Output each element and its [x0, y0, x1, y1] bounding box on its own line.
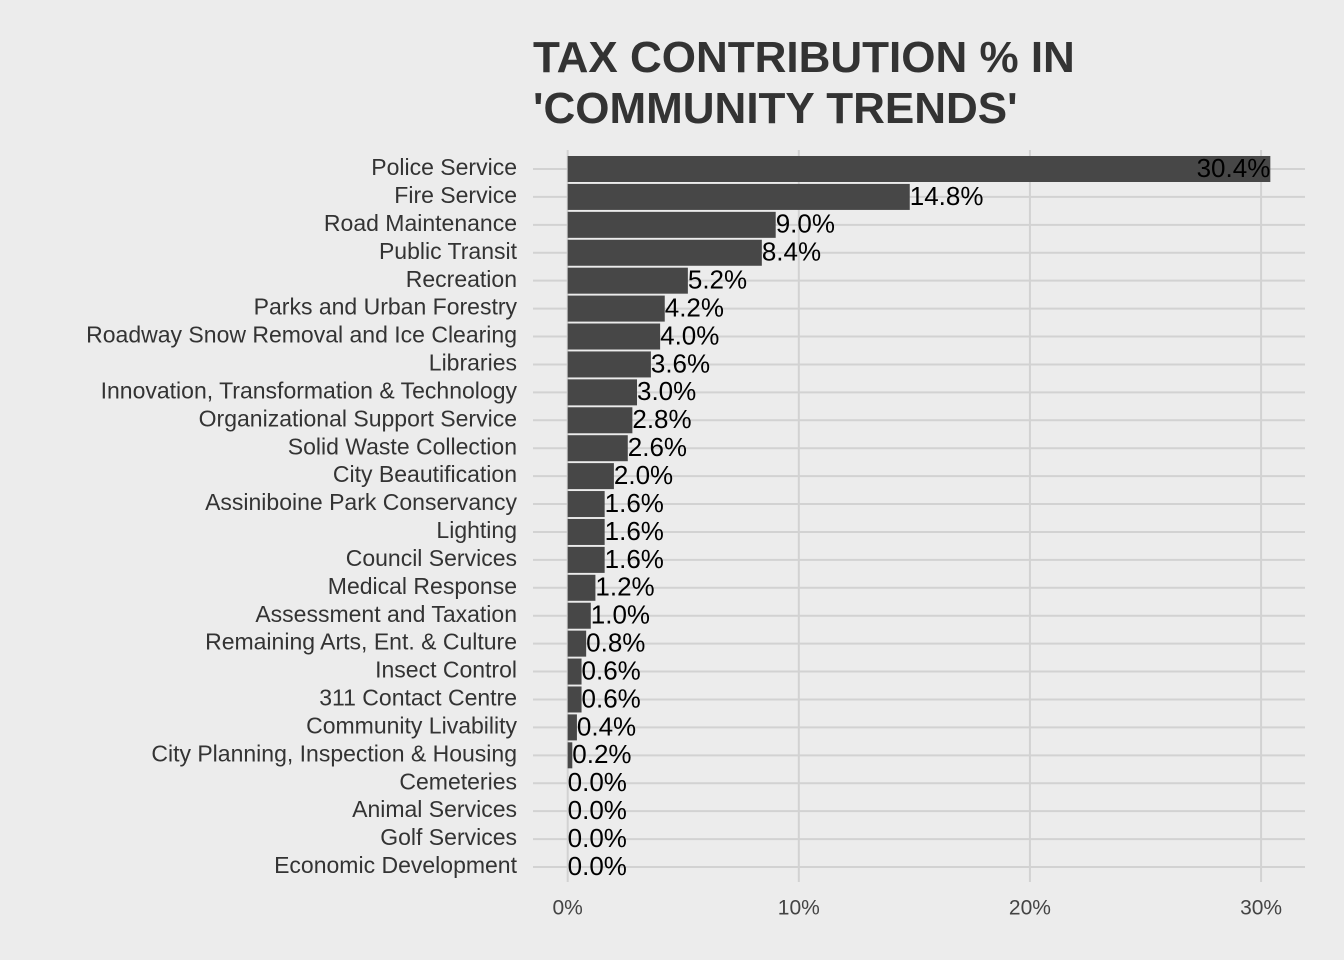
y-tick-label: Cemeteries: [399, 768, 517, 794]
x-tick-label: 20%: [1009, 897, 1051, 920]
x-tick-label: 0%: [552, 897, 582, 920]
bar: [567, 491, 605, 518]
data-label: 4.0%: [660, 320, 719, 350]
data-label: 0.0%: [568, 851, 627, 881]
bar: [567, 239, 762, 266]
data-label: 0.6%: [582, 655, 641, 685]
y-tick-label: Innovation, Transformation & Technology: [101, 377, 518, 403]
y-tick-label: Animal Services: [352, 796, 517, 822]
y-tick-label: Assiniboine Park Conservancy: [205, 489, 517, 515]
data-label: 30.4%: [1197, 153, 1271, 183]
data-label: 2.8%: [632, 404, 691, 434]
y-tick-label: Economic Development: [274, 852, 518, 878]
data-label: 2.6%: [628, 432, 687, 462]
y-tick-label: Community Livability: [306, 712, 517, 738]
data-label: 0.0%: [568, 795, 627, 825]
bar: [567, 714, 577, 741]
bar: [567, 323, 661, 350]
y-tick-label: Recreation: [406, 266, 517, 292]
x-tick-label: 10%: [778, 897, 820, 920]
y-tick-label: 311 Contact Centre: [319, 685, 517, 711]
bar: [567, 630, 587, 657]
y-tick-label: Public Transit: [379, 238, 518, 264]
bar: [567, 351, 651, 378]
bar: [567, 742, 573, 769]
bar: [567, 658, 582, 685]
y-tick-label: Insect Control: [375, 657, 517, 683]
data-label: 1.6%: [605, 544, 664, 574]
bar: [567, 211, 776, 238]
bar: [567, 267, 688, 294]
data-label: 0.8%: [586, 628, 645, 658]
y-tick-label: Assessment and Taxation: [255, 601, 517, 627]
y-tick-label: City Planning, Inspection & Housing: [151, 740, 517, 766]
data-label: 9.0%: [776, 209, 835, 239]
y-tick-label: Roadway Snow Removal and Ice Clearing: [86, 322, 517, 348]
bar: [567, 435, 628, 462]
data-label: 3.6%: [651, 348, 710, 378]
data-label: 0.4%: [577, 711, 636, 741]
bar: [567, 379, 638, 406]
bar: [567, 602, 591, 629]
data-label: 2.0%: [614, 460, 673, 490]
y-tick-label: Parks and Urban Forestry: [254, 294, 518, 320]
y-tick-label: Road Maintenance: [324, 210, 517, 236]
chart-title: 'COMMUNITY TRENDS': [533, 84, 1018, 133]
data-label: 4.2%: [665, 292, 724, 322]
bar: [567, 518, 605, 545]
y-tick-label: City Beautification: [333, 461, 517, 487]
y-tick-label: Solid Waste Collection: [288, 433, 517, 459]
y-tick-label: Remaining Arts, Ent. & Culture: [205, 629, 517, 655]
data-label: 14.8%: [910, 181, 984, 211]
data-label: 0.2%: [572, 739, 631, 769]
y-tick-label: Libraries: [429, 350, 517, 376]
y-tick-label: Council Services: [346, 545, 517, 571]
y-tick-label: Golf Services: [380, 824, 517, 850]
y-tick-label: Police Service: [371, 154, 517, 180]
y-tick-label: Lighting: [436, 517, 517, 543]
bar: [567, 407, 633, 434]
bar: [567, 574, 596, 601]
bar: [567, 463, 614, 490]
data-label: 1.6%: [605, 488, 664, 518]
x-tick-label: 30%: [1240, 897, 1282, 920]
data-label: 3.0%: [637, 376, 696, 406]
y-tick-label: Organizational Support Service: [199, 405, 517, 431]
y-tick-label: Fire Service: [394, 182, 517, 208]
bar: [567, 686, 582, 713]
data-label: 0.0%: [568, 767, 627, 797]
chart-title: TAX CONTRIBUTION % IN: [533, 33, 1075, 82]
bar: [567, 546, 605, 573]
data-label: 8.4%: [762, 237, 821, 267]
bar: [567, 156, 1271, 182]
data-label: 1.6%: [605, 516, 664, 546]
bar: [567, 183, 910, 210]
data-label: 0.0%: [568, 823, 627, 853]
data-label: 5.2%: [688, 265, 747, 295]
data-label: 1.0%: [591, 600, 650, 630]
bar: [567, 295, 665, 322]
data-label: 0.6%: [582, 683, 641, 713]
data-label: 1.2%: [595, 572, 654, 602]
y-tick-label: Medical Response: [328, 573, 517, 599]
